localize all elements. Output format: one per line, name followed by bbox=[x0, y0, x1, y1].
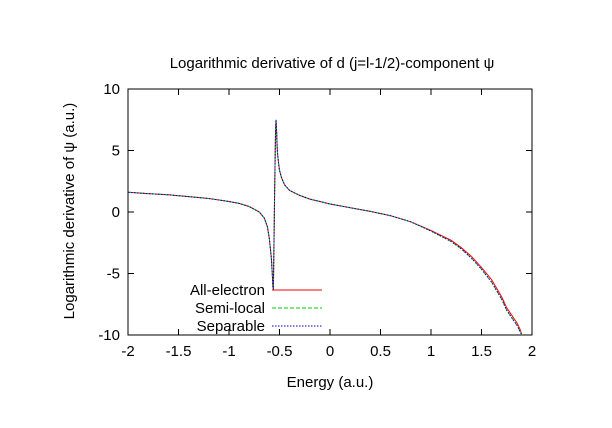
x-axis-label: Energy (a.u.) bbox=[287, 374, 374, 391]
x-tick-label: 2 bbox=[528, 343, 536, 360]
y-tick-label: 0 bbox=[112, 204, 120, 221]
x-tick-label: 1 bbox=[427, 343, 435, 360]
y-tick-label: 5 bbox=[112, 143, 120, 160]
chart-title: Logarithmic derivative of d (j=l-1/2)-co… bbox=[170, 55, 495, 72]
x-tick-label: -0.5 bbox=[267, 343, 293, 360]
series-line-1 bbox=[127, 119, 523, 336]
legend-label: All-electron bbox=[190, 282, 265, 299]
x-tick-label: -1.5 bbox=[166, 343, 192, 360]
x-tick-label: 1.5 bbox=[471, 343, 492, 360]
series-line-2 bbox=[127, 119, 523, 336]
y-tick-label: -5 bbox=[107, 266, 120, 283]
axis-ticks: -2 -1.5 -1 -0.5 0 0.5 1 1.5 2 -10 -5 0 5 10 bbox=[98, 81, 536, 360]
x-tick-label: 0 bbox=[326, 343, 334, 360]
legend-label: Semi-local bbox=[195, 300, 265, 317]
legend-label: Separable bbox=[197, 318, 265, 335]
y-tick-label: -10 bbox=[98, 327, 120, 344]
y-axis-label: Logarithmic derivative of ψ (a.u.) bbox=[61, 103, 78, 320]
plot-frame bbox=[127, 88, 533, 336]
x-tick-label: -1 bbox=[222, 343, 235, 360]
series-layer bbox=[127, 119, 523, 336]
y-tick-label: 10 bbox=[103, 81, 120, 98]
x-tick-label: -2 bbox=[121, 343, 134, 360]
series-line-3 bbox=[127, 119, 523, 336]
x-tick-label: 0.5 bbox=[370, 343, 391, 360]
